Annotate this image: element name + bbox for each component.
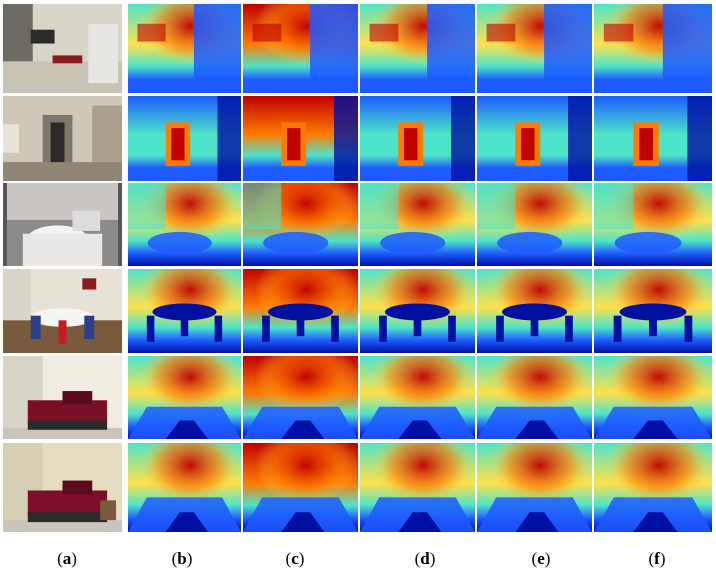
column-label-e: (e) — [531, 549, 551, 568]
column-label-a: (a) — [57, 549, 77, 568]
column-label-d: (d) — [414, 549, 436, 568]
depth-map-bedroom-1-col-b — [128, 356, 241, 439]
column-label-c: (c) — [285, 549, 305, 568]
depth-map-dining-room-col-d — [360, 269, 475, 353]
depth-map-bedroom-1-col-d — [360, 356, 475, 439]
depth-map-bedroom-2-col-b — [128, 443, 241, 532]
depth-map-bedroom-2-col-f — [594, 443, 712, 532]
depth-map-bedroom-2-col-c — [243, 443, 358, 532]
depth-map-hallway-col-f — [594, 96, 712, 181]
rgb-photo-dining-room-col-a — [3, 269, 122, 353]
depth-map-hallway-col-b — [128, 96, 241, 181]
depth-map-bedroom-1-col-c — [243, 356, 358, 439]
depth-map-bathroom-col-b — [128, 183, 241, 266]
depth-map-dining-room-col-f — [594, 269, 712, 353]
rgb-photo-bathroom-col-a — [3, 183, 122, 266]
depth-map-dining-room-col-b — [128, 269, 241, 353]
column-label-b: (b) — [171, 549, 193, 568]
depth-map-kitchen-col-c — [243, 4, 358, 93]
rgb-photo-bedroom-1-col-a — [3, 356, 122, 439]
column-label-f: (f) — [648, 549, 666, 568]
figure-grid — [3, 4, 712, 532]
depth-map-dining-room-col-e — [477, 269, 592, 353]
rgb-photo-bedroom-2-col-a — [3, 443, 122, 532]
depth-map-bedroom-1-col-e — [477, 356, 592, 439]
depth-map-bathroom-col-e — [477, 183, 592, 266]
rgb-photo-kitchen-col-a — [3, 4, 122, 93]
rgb-photo-hallway-col-a — [3, 96, 122, 181]
depth-map-kitchen-col-e — [477, 4, 592, 93]
depth-map-bedroom-2-col-d — [360, 443, 475, 532]
depth-map-hallway-col-d — [360, 96, 475, 181]
depth-map-bathroom-col-f — [594, 183, 712, 266]
depth-map-hallway-col-c — [243, 96, 358, 181]
depth-map-bedroom-1-col-f — [594, 356, 712, 439]
depth-map-kitchen-col-f — [594, 4, 712, 93]
depth-map-kitchen-col-d — [360, 4, 475, 93]
depth-map-dining-room-col-c — [243, 269, 358, 353]
depth-map-kitchen-col-b — [128, 4, 241, 93]
depth-map-bathroom-col-c — [243, 183, 358, 266]
depth-map-hallway-col-e — [477, 96, 592, 181]
depth-map-bathroom-col-d — [360, 183, 475, 266]
depth-map-bedroom-2-col-e — [477, 443, 592, 532]
